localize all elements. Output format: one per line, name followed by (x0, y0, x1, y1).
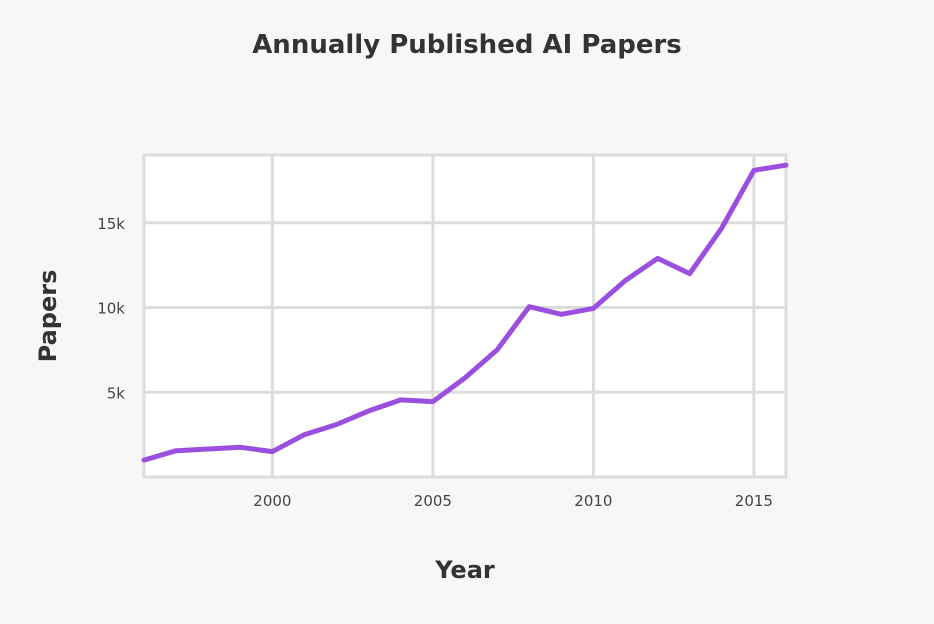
x-tick-label: 2000 (253, 492, 291, 510)
series-line (141, 162, 789, 463)
x-axis-title: Year (434, 556, 495, 584)
chart-title: Annually Published AI Papers (252, 30, 682, 60)
plot-area (142, 153, 788, 479)
grid (144, 155, 786, 477)
x-tick-label: 2005 (414, 492, 452, 510)
y-tick-label: 15k (97, 215, 125, 233)
y-tick-label: 10k (97, 300, 125, 318)
x-tick-label: 2010 (574, 492, 612, 510)
y-tick-label: 5k (107, 384, 126, 402)
tick-labels: 2000 2005 2010 2015 5k 10k 15k (97, 215, 773, 510)
x-tick-label: 2015 (735, 492, 773, 510)
y-axis-title: Papers (34, 270, 62, 363)
series-layer (141, 162, 789, 463)
